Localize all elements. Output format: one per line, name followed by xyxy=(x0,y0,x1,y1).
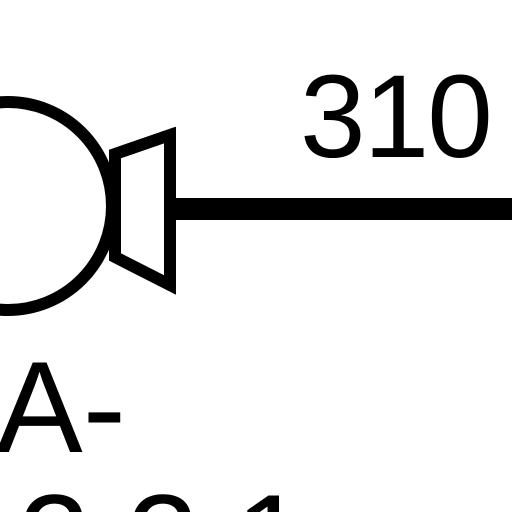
wire-label: 310 xyxy=(300,51,491,183)
wire-line xyxy=(170,198,512,220)
speaker-horn xyxy=(109,126,176,295)
speaker-icon xyxy=(0,96,176,316)
component-label-line2: 2 2 1 xyxy=(18,467,307,512)
component-label-line1: A- xyxy=(0,334,126,480)
